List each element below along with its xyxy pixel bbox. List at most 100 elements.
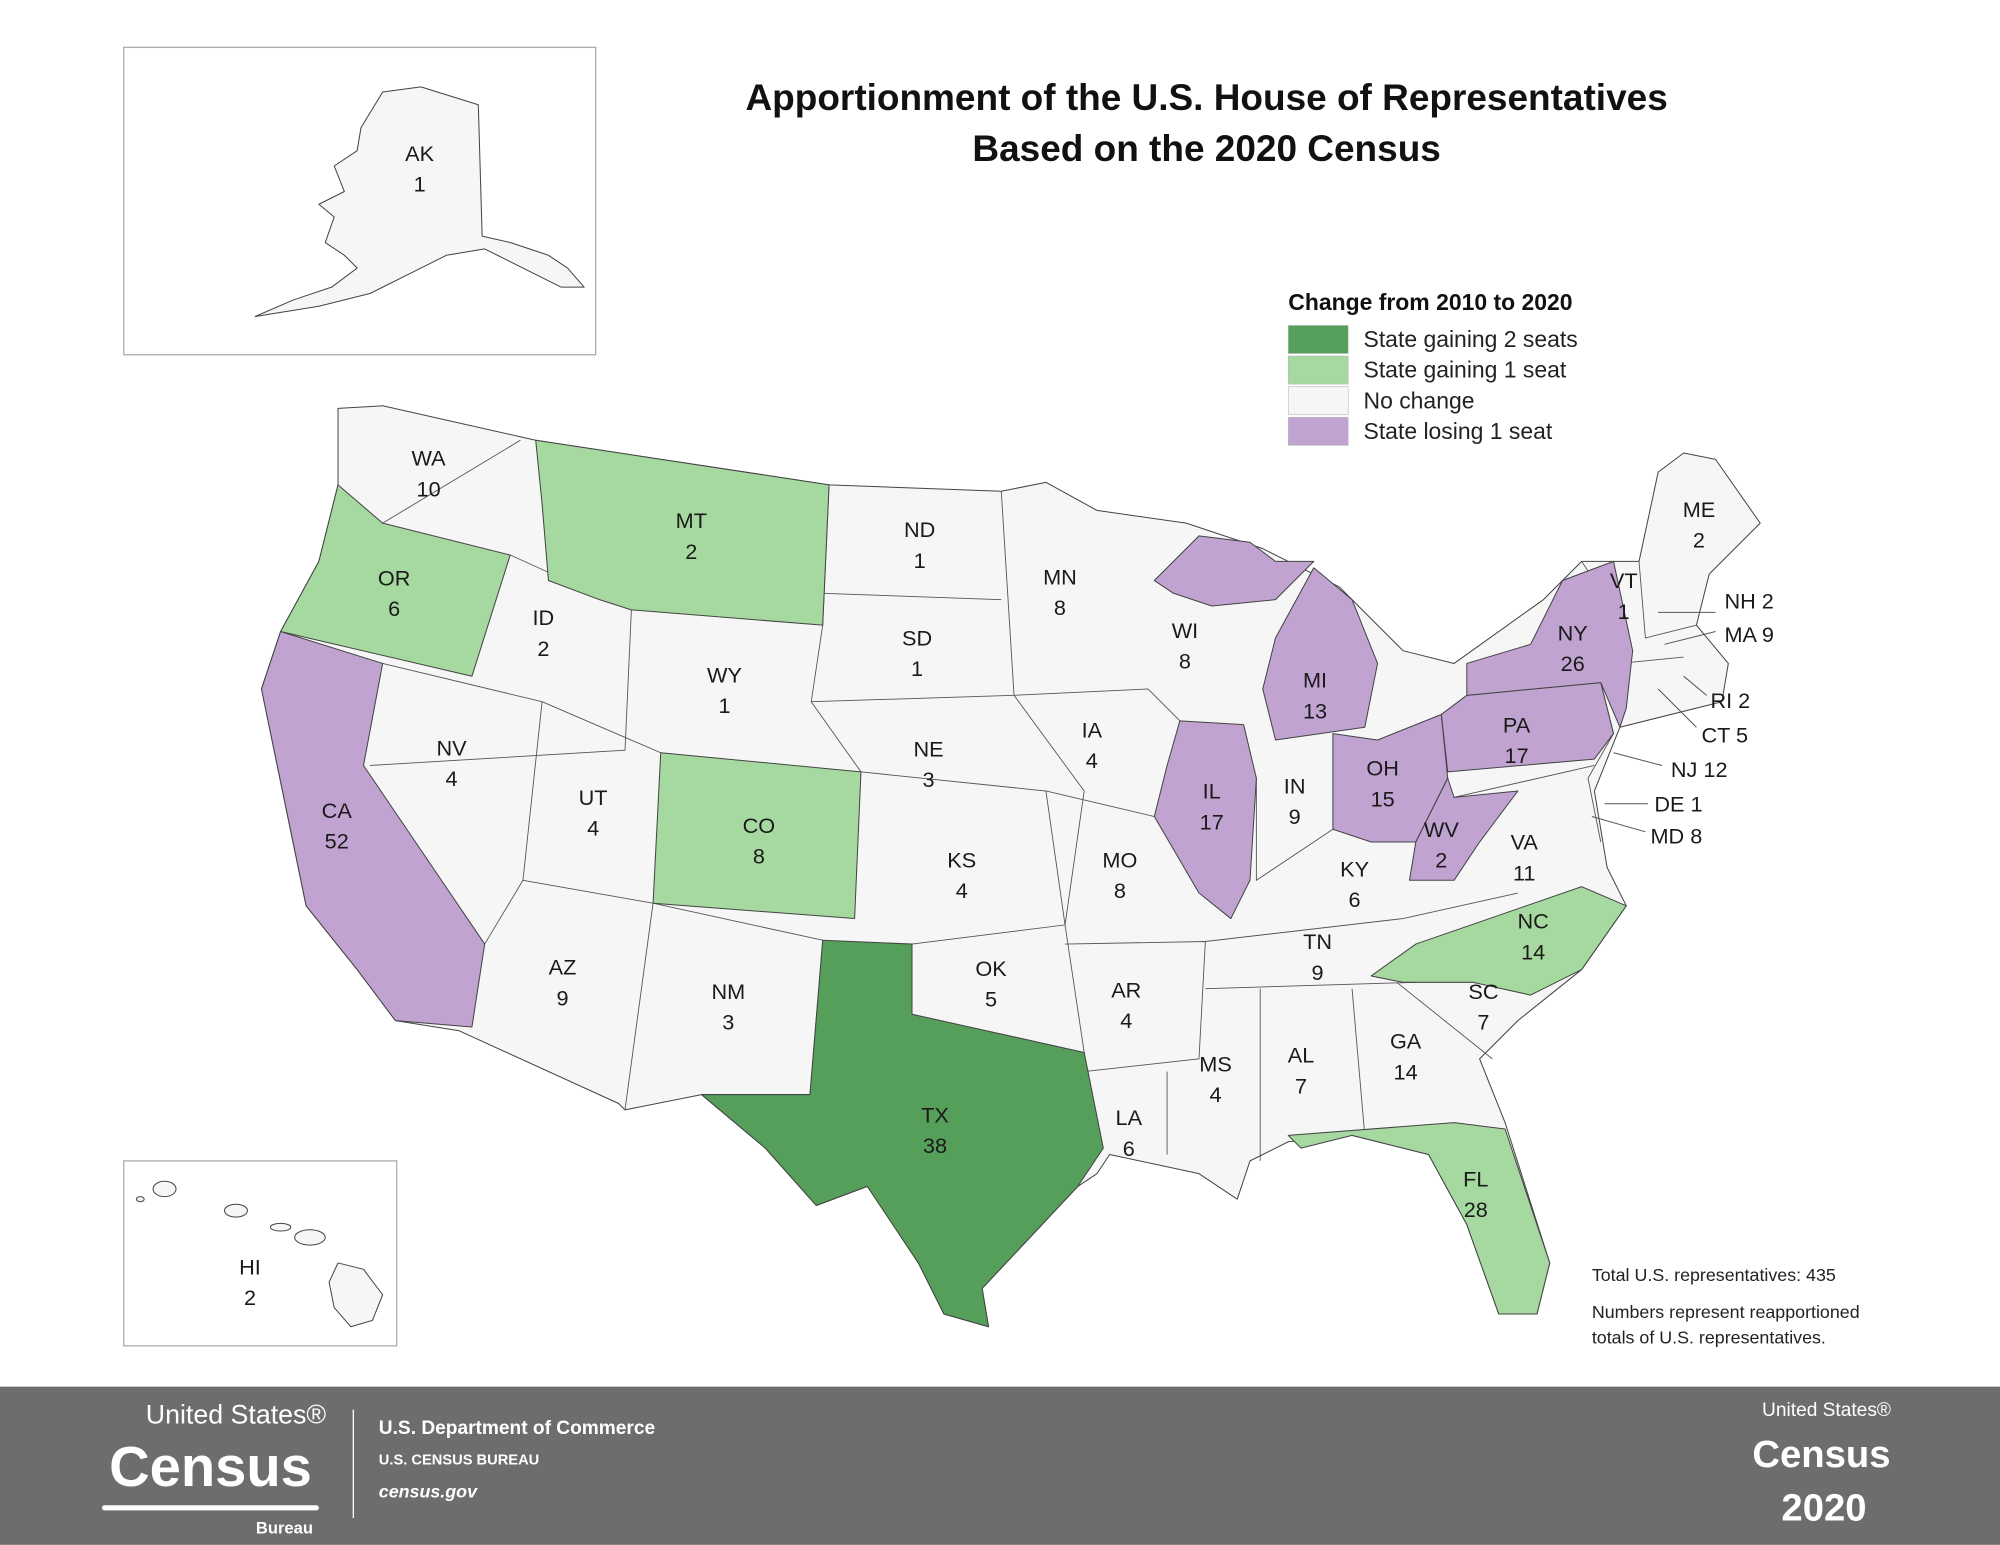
census-2020-logo: United States® Census 2020	[1752, 1400, 1891, 1530]
state-seats: 2	[244, 1285, 256, 1310]
state-label-TX: TX 38	[921, 1103, 949, 1159]
legend-label-lose1: State losing 1 seat	[1364, 418, 1553, 444]
legend-swatch-lose1	[1287, 416, 1349, 446]
state-seats: 8	[1179, 649, 1191, 674]
state-label-ND: ND 1	[904, 517, 935, 573]
legend: Change from 2010 to 2020 State gaining 2…	[1287, 289, 1578, 446]
logo-top: United States®	[146, 1400, 327, 1430]
state-label-OK: OK 5	[975, 956, 1007, 1012]
total-note: Total U.S. representatives: 435	[1592, 1265, 1836, 1285]
state-seats: 1	[1618, 599, 1630, 624]
state-label-AZ: AZ 9	[549, 955, 577, 1011]
leader-lines	[1591, 611, 1716, 833]
state-seats: 52	[325, 828, 349, 853]
state-abbr: AR	[1111, 978, 1141, 1003]
state-label-MD: MD 8	[1651, 823, 1703, 848]
state-label-SD: SD 1	[902, 626, 932, 682]
alaska-inset	[123, 46, 597, 356]
state-seats: 1	[414, 172, 426, 197]
state-seats: 2	[685, 539, 697, 564]
legend-swatch-gain1	[1287, 355, 1349, 385]
state-seats: 3	[722, 1010, 734, 1035]
state-abbr: CA	[322, 798, 353, 823]
state-abbr: ND	[904, 517, 935, 542]
state-NY[interactable]	[1466, 560, 1634, 728]
state-abbr: LA	[1116, 1105, 1143, 1130]
state-AK[interactable]	[254, 86, 585, 318]
state-seats: 14	[1521, 939, 1545, 964]
state-abbr: ME	[1683, 497, 1716, 522]
state-seats: 3	[923, 767, 935, 792]
state-label-TN: TN 9	[1303, 929, 1332, 985]
state-abbr: WI	[1172, 618, 1198, 643]
state-abbr-seats: MA 9	[1724, 622, 1773, 647]
state-abbr: IA	[1082, 717, 1103, 742]
state-seats: 38	[923, 1133, 947, 1158]
state-abbr: NY	[1558, 620, 1588, 645]
state-abbr: MO	[1102, 848, 1137, 873]
state-seats: 6	[1123, 1136, 1135, 1161]
state-seats: 4	[1210, 1082, 1222, 1107]
state-label-NE: NE 3	[914, 737, 944, 793]
state-label-PA: PA 17	[1503, 712, 1531, 768]
state-abbr: WY	[707, 663, 742, 688]
state-label-UT: UT 4	[579, 785, 608, 841]
state-abbr: FL	[1463, 1166, 1488, 1191]
hawaii-inset	[123, 1160, 398, 1347]
state-seats: 2	[1693, 527, 1705, 552]
state-MT[interactable]	[535, 439, 830, 626]
state-label-RI: RI 2	[1710, 688, 1750, 713]
state-label-WA: WA 10	[412, 446, 447, 502]
state-label-VA: VA 11	[1511, 830, 1539, 886]
state-seats: 9	[1289, 804, 1301, 829]
state-abbr-seats: MD 8	[1651, 823, 1703, 848]
state-abbr: HI	[239, 1254, 261, 1279]
state-seats: 28	[1464, 1197, 1488, 1222]
right-logo-year: 2020	[1781, 1487, 1866, 1530]
state-abbr: AK	[405, 141, 434, 166]
state-label-NJ: NJ 12	[1671, 757, 1728, 782]
state-label-WY: WY 1	[707, 663, 742, 719]
state-abbr: OH	[1366, 756, 1399, 781]
state-NC[interactable]	[1370, 886, 1627, 996]
legend-label-none: No change	[1364, 387, 1475, 413]
state-label-MN: MN 8	[1043, 564, 1077, 620]
state-abbr-seats: RI 2	[1710, 688, 1750, 713]
state-CA[interactable]	[260, 631, 486, 1028]
state-label-GA: GA 14	[1390, 1029, 1422, 1085]
state-abbr: AL	[1288, 1043, 1315, 1068]
state-label-NM: NM 3	[711, 979, 745, 1035]
state-FL[interactable]	[1287, 1122, 1551, 1315]
state-seats: 4	[587, 816, 599, 841]
state-abbr: ID	[533, 605, 555, 630]
state-abbr: KS	[947, 848, 976, 873]
state-seats: 5	[985, 987, 997, 1012]
state-label-IL: IL 17	[1200, 779, 1224, 835]
census-url[interactable]: census.gov	[379, 1482, 478, 1502]
state-MI[interactable]	[1262, 567, 1379, 741]
state-MI-upper[interactable]	[1153, 535, 1315, 607]
dept-name: U.S. Department of Commerce	[379, 1418, 655, 1439]
state-CO[interactable]	[652, 752, 862, 920]
state-HI[interactable]	[135, 1180, 384, 1328]
state-WV[interactable]	[1408, 777, 1519, 881]
state-seats: 2	[537, 636, 549, 661]
state-seats: 11	[1513, 860, 1536, 885]
state-label-MT: MT 2	[676, 508, 707, 564]
state-seats: 4	[956, 878, 968, 903]
state-label-ME: ME 2	[1683, 497, 1716, 553]
census-bureau-logo[interactable]: United States® Census Bureau	[102, 1400, 326, 1538]
state-label-SC: SC 7	[1468, 979, 1498, 1035]
state-seats: 7	[1477, 1010, 1489, 1035]
title-line-2: Based on the 2020 Census	[972, 128, 1440, 169]
state-label-KS: KS 4	[947, 848, 976, 904]
state-seats: 6	[1349, 887, 1361, 912]
state-OR[interactable]	[280, 484, 511, 677]
state-seats: 6	[388, 596, 400, 621]
state-TX[interactable]	[701, 939, 1104, 1328]
state-IL[interactable]	[1153, 720, 1257, 920]
state-label-ID: ID 2	[533, 605, 555, 661]
logo-main: Census	[109, 1435, 312, 1498]
state-abbr: WV	[1424, 817, 1459, 842]
state-abbr: OR	[378, 566, 411, 591]
